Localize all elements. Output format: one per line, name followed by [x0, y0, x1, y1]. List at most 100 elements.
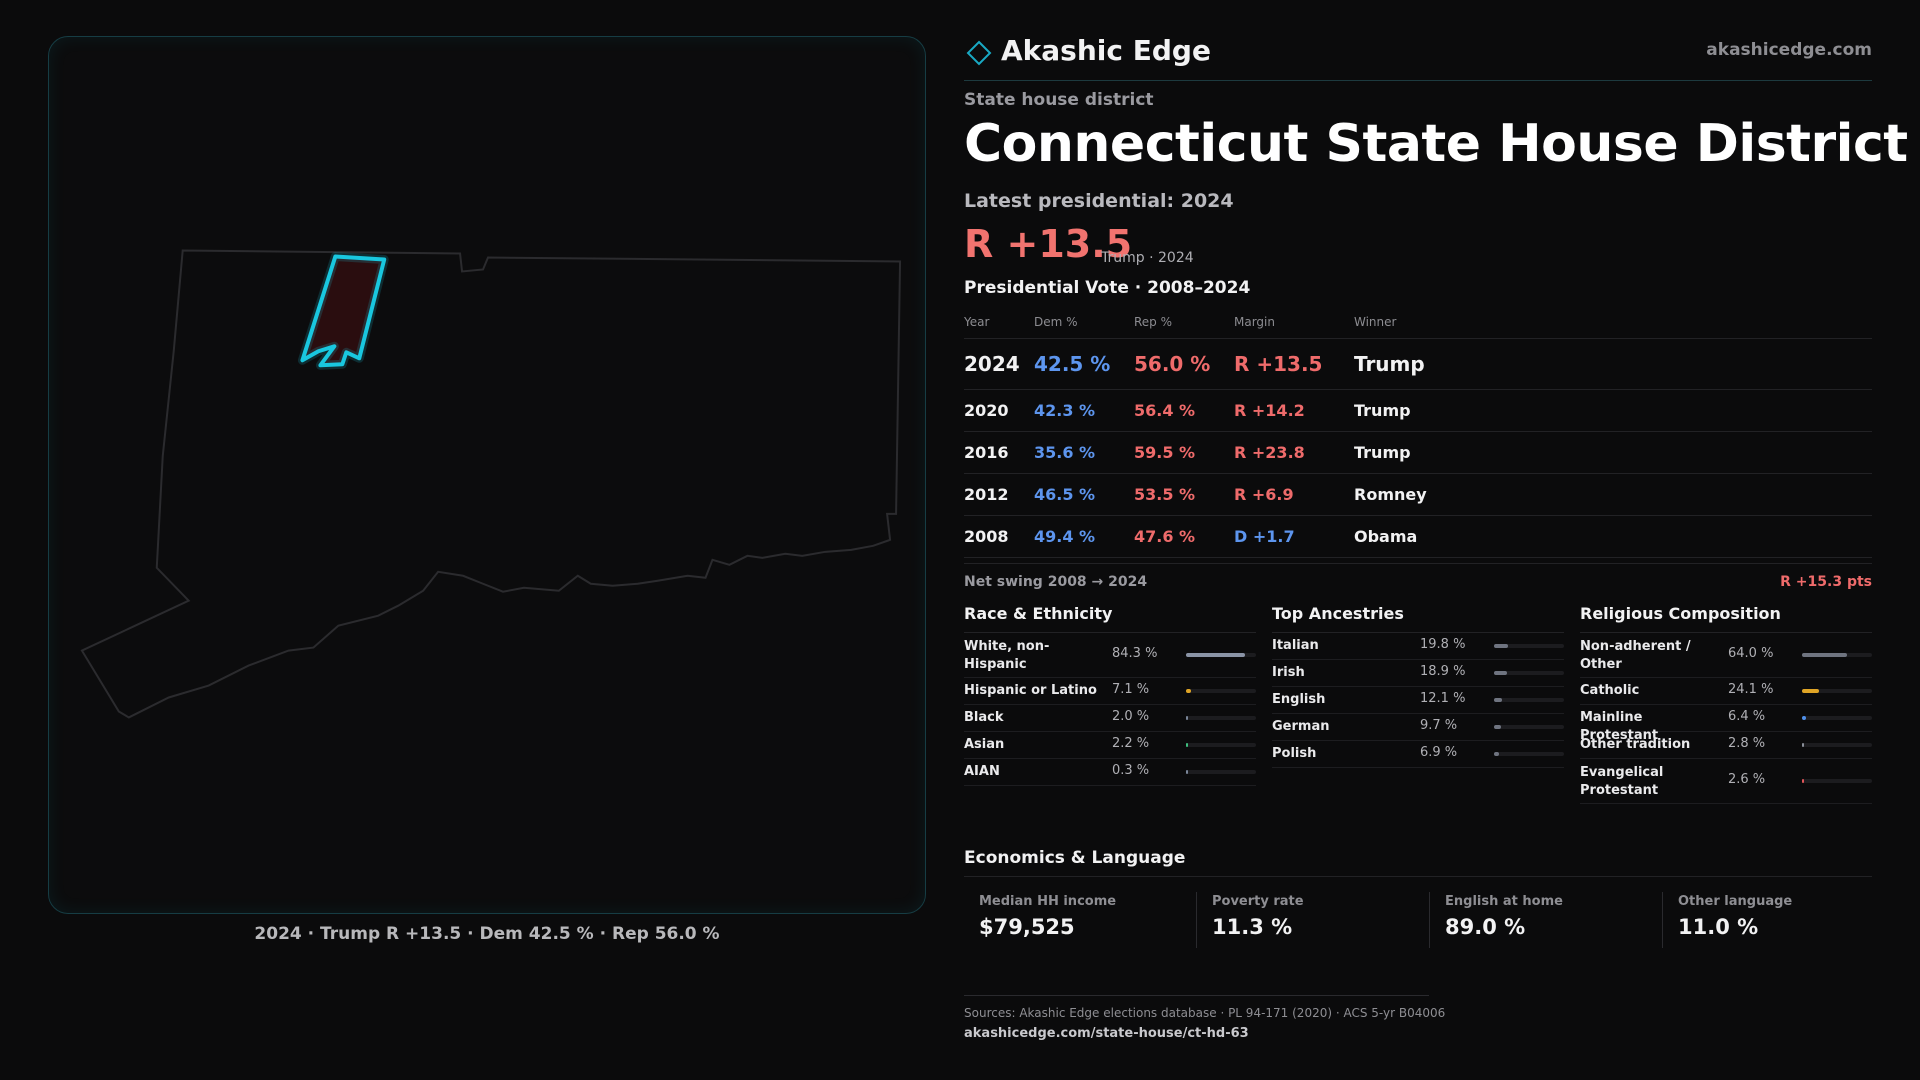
ancestry-bar-track	[1494, 752, 1564, 756]
race-percent: 84.3 %	[1112, 646, 1158, 661]
stat-value: 89.0 %	[1445, 915, 1526, 939]
latest-margin: R +13.5	[964, 222, 1133, 266]
ancestry-label: Irish	[1272, 665, 1305, 680]
race-bar-track	[1186, 653, 1256, 657]
race-ethnicity-section: Race & Ethnicity White, non-Hispanic 84.3…	[964, 604, 1256, 786]
vote-table-title: Presidential Vote · 2008–2024	[964, 278, 1251, 298]
latest-presidential-label: Latest presidential: 2024	[964, 190, 1234, 212]
religion-row: Catholic 24.1 %	[1580, 678, 1872, 705]
ancestry-bar-track	[1494, 671, 1564, 675]
economics-stats: Median HH income $79,525 Poverty rate 11…	[964, 892, 1872, 948]
religion-label: Other tradition	[1580, 737, 1691, 752]
state-outline	[80, 249, 902, 719]
ancestry-section: Top Ancestries Italian 19.8 % Irish 18.9 % E…	[1272, 604, 1564, 768]
stat-median-income: Median HH income $79,525	[964, 892, 1184, 948]
vote-table: Year Dem % Rep % Margin Winner 2024 42.5 …	[964, 310, 1872, 558]
race-bar-track	[1186, 743, 1256, 747]
cell-year: 2020	[964, 401, 1009, 420]
cell-rep: 53.5 %	[1134, 485, 1196, 504]
race-label: AIAN	[964, 764, 1000, 779]
cell-margin: D +1.7	[1234, 527, 1295, 546]
ancestry-bar-track	[1494, 725, 1564, 729]
cell-rep: 59.5 %	[1134, 443, 1196, 462]
cell-year: 2016	[964, 443, 1009, 462]
cell-year: 2012	[964, 485, 1009, 504]
sources-footer: Sources: Akashic Edge elections database…	[964, 995, 1445, 1041]
religion-percent: 24.1 %	[1728, 682, 1774, 697]
cell-margin: R +6.9	[1234, 485, 1294, 504]
religion-bar-track	[1802, 653, 1872, 657]
cell-margin: R +23.8	[1234, 443, 1305, 462]
cell-dem: 42.3 %	[1034, 401, 1096, 420]
header-margin: Margin	[1234, 315, 1275, 329]
district-glow	[297, 252, 389, 370]
race-bar-fill	[1186, 653, 1245, 657]
race-percent: 7.1 %	[1112, 682, 1150, 697]
source-url-link[interactable]: akashicedge.com/state-house/ct-hd-63	[964, 1026, 1249, 1041]
race-row: Black 2.0 %	[964, 705, 1256, 732]
religion-label: Mainline Protestant	[1580, 710, 1659, 743]
cell-margin: R +13.5	[1234, 352, 1323, 376]
economics-title: Economics & Language	[964, 848, 1872, 877]
religion-label: Non-adherent / Other	[1580, 639, 1691, 672]
religion-row: Mainline Protestant 6.4 %	[1580, 705, 1872, 743]
district-type: State house district	[964, 90, 1154, 110]
ancestry-bar-track	[1494, 644, 1564, 648]
header-dem: Dem %	[1034, 315, 1078, 329]
net-swing-label: Net swing 2008 → 2024	[964, 574, 1148, 590]
religion-percent: 2.6 %	[1728, 772, 1766, 787]
race-percent: 0.3 %	[1112, 763, 1150, 778]
cell-year: 2008	[964, 527, 1009, 546]
table-row: 2008 49.4 % 47.6 % D +1.7 Obama	[964, 516, 1872, 558]
religion-percent: 6.4 %	[1728, 709, 1766, 724]
ancestry-bar-fill	[1494, 698, 1502, 702]
race-bar-track	[1186, 689, 1256, 693]
ancestry-bar-fill	[1494, 671, 1507, 675]
ancestry-row: Italian 19.8 %	[1272, 633, 1564, 660]
diamond-logo-icon	[966, 40, 992, 66]
cell-winner: Romney	[1354, 485, 1427, 504]
religion-bar-track	[1802, 716, 1872, 720]
stat-value: $79,525	[979, 915, 1075, 939]
district-shape[interactable]	[300, 254, 387, 368]
ancestry-percent: 19.8 %	[1420, 637, 1466, 652]
race-bar-track	[1186, 770, 1256, 774]
cell-dem: 46.5 %	[1034, 485, 1096, 504]
cell-winner: Trump	[1354, 352, 1425, 376]
cell-margin: R +14.2	[1234, 401, 1305, 420]
ancestry-bar-fill	[1494, 752, 1499, 756]
district-map[interactable]	[48, 36, 926, 914]
ancestry-bar-fill	[1494, 644, 1508, 648]
race-bar-fill	[1186, 716, 1188, 720]
ancestry-row: Irish 18.9 %	[1272, 660, 1564, 687]
table-row: 2016 35.6 % 59.5 % R +23.8 Trump	[964, 432, 1872, 474]
ancestry-label: Polish	[1272, 746, 1317, 761]
stat-label: Poverty rate	[1212, 894, 1304, 909]
race-label: Hispanic or Latino	[964, 683, 1097, 698]
ancestry-row: Polish 6.9 %	[1272, 741, 1564, 768]
table-row: 2020 42.3 % 56.4 % R +14.2 Trump	[964, 390, 1872, 432]
ancestry-label: Italian	[1272, 638, 1319, 653]
brand-url-link[interactable]: akashicedge.com	[1706, 40, 1872, 60]
race-bar-track	[1186, 716, 1256, 720]
latest-margin-sub: Trump · 2024	[1101, 250, 1194, 266]
ancestry-percent: 9.7 %	[1420, 718, 1458, 733]
ancestry-row: English 12.1 %	[1272, 687, 1564, 714]
ancestry-percent: 18.9 %	[1420, 664, 1466, 679]
stat-english-at-home: English at home 89.0 %	[1429, 892, 1649, 948]
ancestry-title: Top Ancestries	[1272, 604, 1564, 633]
ancestry-label: German	[1272, 719, 1330, 734]
race-label: White, non-Hispanic	[964, 639, 1050, 672]
religion-bar-fill	[1802, 743, 1804, 747]
religion-row: Other tradition 2.8 %	[1580, 732, 1872, 759]
header-winner: Winner	[1354, 315, 1397, 329]
religion-percent: 64.0 %	[1728, 646, 1774, 661]
cell-dem: 35.6 %	[1034, 443, 1096, 462]
stat-label: Other language	[1678, 894, 1793, 909]
race-percent: 2.0 %	[1112, 709, 1150, 724]
religion-label: Evangelical Protestant	[1580, 765, 1664, 798]
religion-title: Religious Composition	[1580, 604, 1872, 633]
stat-value: 11.0 %	[1678, 915, 1759, 939]
religion-bar-fill	[1802, 653, 1847, 657]
ancestry-label: English	[1272, 692, 1326, 707]
